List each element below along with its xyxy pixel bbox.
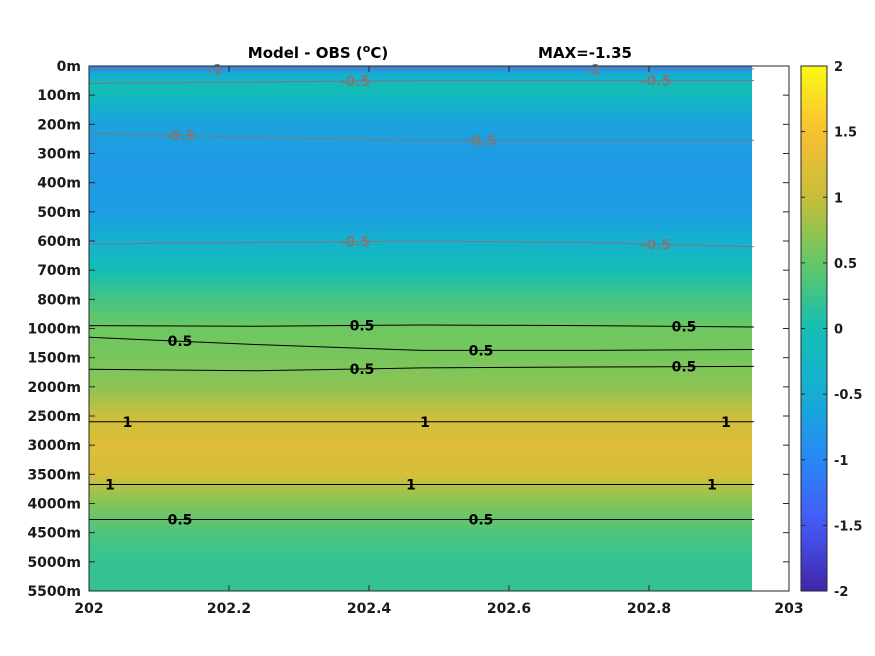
contour-label: -0.5 — [641, 74, 672, 90]
y-tick-label: 2500m — [27, 409, 81, 425]
contour-label: -1 — [585, 62, 601, 78]
contour-label: -0.5 — [165, 128, 196, 144]
y-tick-label: 800m — [37, 292, 81, 308]
contour-line — [88, 240, 755, 248]
x-tick-label: 202.4 — [347, 601, 392, 617]
contour-line — [88, 336, 755, 351]
y-tick-label: 1000m — [27, 322, 81, 338]
x-tick-label: 202.8 — [627, 601, 671, 617]
colorbar-tick-label: -0.5 — [834, 388, 862, 403]
contour-line — [88, 324, 755, 328]
contour-label: 1 — [420, 415, 430, 431]
contour-line — [88, 365, 755, 372]
y-tick-label: 3500m — [27, 467, 81, 483]
contour-line — [88, 132, 754, 141]
contour-label: 1 — [707, 478, 717, 494]
contour-label: -0.5 — [466, 133, 497, 149]
y-tick-label: 0m — [57, 59, 81, 75]
contour-line — [88, 80, 754, 84]
contour-label: -0.5 — [340, 235, 371, 251]
y-tick-label: 2000m — [27, 380, 81, 396]
chart-title: Model - OBS (oC) MAX=-1.35 — [248, 42, 632, 62]
contour-label: 0.5 — [350, 362, 375, 378]
contour-label: 1 — [406, 478, 416, 494]
y-tick-label: 1500m — [27, 351, 81, 367]
y-tick-label: 200m — [37, 117, 81, 133]
y-tick-label: 4500m — [27, 526, 81, 542]
x-tick-label: 202.6 — [487, 601, 531, 617]
contour-label: 0.5 — [672, 360, 697, 376]
contour-label: -0.5 — [340, 74, 371, 90]
temperature-difference-field — [89, 66, 752, 591]
colorbar-tick-label: -1.5 — [834, 519, 862, 534]
y-tick-label: 4000m — [27, 497, 81, 513]
colorbar-tick-label: 1 — [834, 191, 843, 206]
contour-line — [88, 68, 755, 71]
colorbar-tick-label: 0 — [834, 323, 843, 338]
y-tick-label: 5000m — [27, 555, 81, 571]
contour-labels: 0.5 0.5 0.5 0.5 0.5 0.5 1 1 1 1 1 1 0.5 0.5 -0.5 -0.5 -0… — [105, 62, 731, 528]
contour-label: -0.5 — [641, 237, 672, 253]
y-tick-label: 600m — [37, 234, 81, 250]
plot-area: 0.5 0.5 0.5 0.5 0.5 0.5 1 1 1 1 1 1 0.5 0.5 -0.5 -0.5 -0… — [88, 62, 790, 592]
contour-lines — [88, 68, 755, 520]
y-tick-label: 5500m — [27, 584, 81, 600]
colorbar: 2 1.5 1 0.5 0 -0.5 -1 -1.5 -2 — [800, 60, 862, 600]
y-tick-label: 300m — [37, 147, 81, 163]
y-tick-label: 700m — [37, 263, 81, 279]
contour-label: 0.5 — [168, 334, 193, 350]
title-text: Model - OBS (oC) — [248, 42, 388, 62]
contour-label: -1 — [207, 62, 223, 78]
contour-label: 0.5 — [672, 319, 697, 335]
contour-label: 1 — [721, 415, 731, 431]
y-tick-label: 100m — [37, 88, 81, 104]
colorbar-tick-label: 0.5 — [834, 257, 857, 272]
x-tick-label: 202 — [74, 601, 103, 617]
contour-label: 1 — [105, 478, 115, 494]
x-tick-label: 203 — [774, 601, 803, 617]
contour-label: 1 — [123, 415, 133, 431]
x-tick-label: 202.2 — [207, 601, 251, 617]
contour-label: 0.5 — [350, 318, 375, 334]
y-tick-label: 500m — [37, 205, 81, 221]
colorbar-ticks: 2 1.5 1 0.5 0 -0.5 -1 -1.5 -2 — [801, 60, 862, 600]
x-axis: 202 202.2 202.4 202.6 202.8 203 — [74, 66, 804, 617]
colorbar-fill — [801, 66, 827, 591]
contour-label: 0.5 — [469, 513, 494, 529]
y-tick-label: 400m — [37, 176, 81, 192]
max-annotation: MAX=-1.35 — [538, 44, 632, 62]
colorbar-tick-label: 1.5 — [834, 126, 857, 141]
contour-label: 0.5 — [469, 343, 494, 359]
contour-label: 0.5 — [168, 513, 193, 529]
colorbar-tick-label: -2 — [834, 585, 848, 600]
colorbar-tick-label: -1 — [834, 454, 848, 469]
colorbar-tick-label: 2 — [834, 60, 843, 75]
y-axis: 0m 100m 200m 300m 400m 500m 600m 700m 800m 1000m 1… — [27, 59, 789, 600]
y-tick-label: 3000m — [27, 438, 81, 454]
